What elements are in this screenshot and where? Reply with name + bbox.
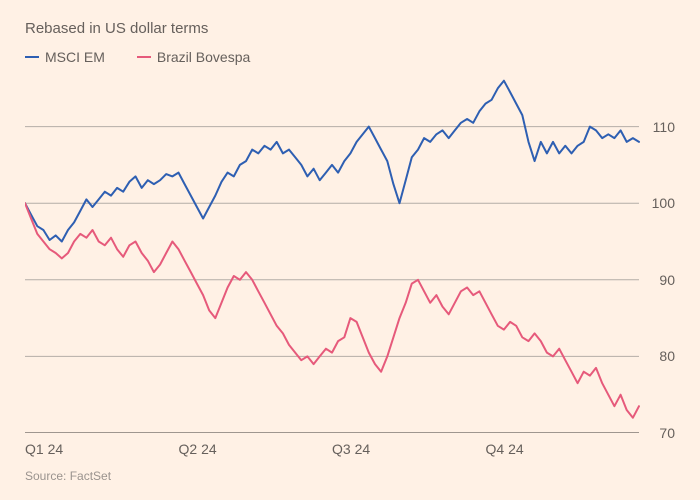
chart-svg	[25, 73, 675, 433]
x-tick-label: Q1 24	[25, 441, 63, 457]
chart-source: Source: FactSet	[25, 469, 675, 483]
x-tick-label: Q4 24	[486, 441, 524, 457]
x-tick-label: Q3 24	[332, 441, 370, 457]
legend-swatch-bovespa	[137, 56, 151, 59]
chart-container: Rebased in US dollar terms MSCI EM Brazi…	[0, 0, 700, 500]
legend-label-bovespa: Brazil Bovespa	[157, 49, 250, 65]
y-tick-label: 90	[659, 272, 675, 288]
y-tick-label: 80	[659, 348, 675, 364]
chart-subtitle: Rebased in US dollar terms	[25, 20, 675, 37]
y-tick-label: 70	[659, 425, 675, 441]
y-tick-label: 110	[653, 119, 675, 135]
legend-swatch-msci	[25, 56, 39, 59]
legend-label-msci: MSCI EM	[45, 49, 105, 65]
legend-item-bovespa: Brazil Bovespa	[137, 49, 250, 65]
chart-legend: MSCI EM Brazil Bovespa	[25, 49, 675, 65]
x-tick-label: Q2 24	[179, 441, 217, 457]
legend-item-msci: MSCI EM	[25, 49, 105, 65]
y-tick-label: 100	[652, 195, 675, 211]
chart-plot: 708090100110Q1 24Q2 24Q3 24Q4 24	[25, 73, 675, 433]
